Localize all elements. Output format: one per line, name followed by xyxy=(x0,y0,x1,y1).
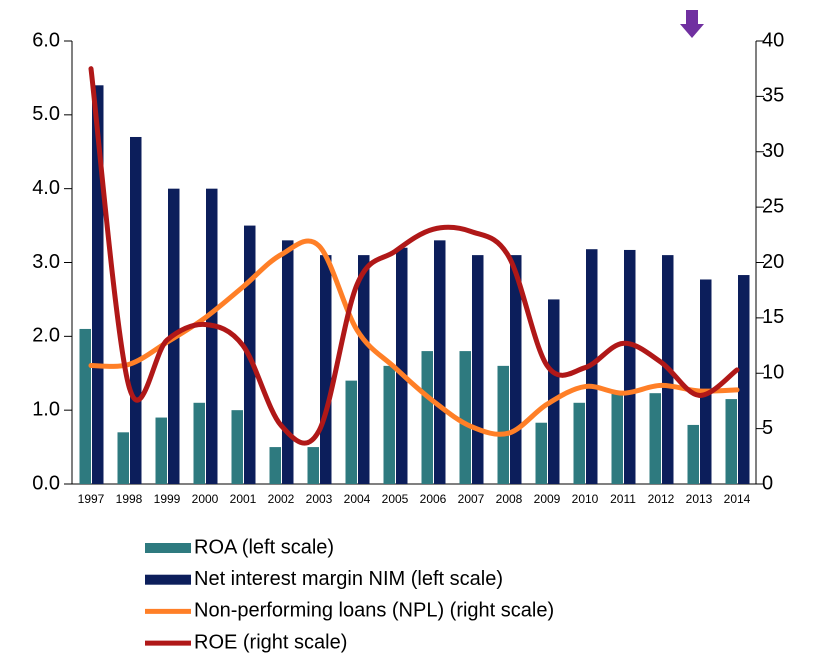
bar xyxy=(510,255,522,484)
bar xyxy=(434,240,446,484)
bar xyxy=(548,299,560,484)
legend-label: Net interest margin NIM (left scale) xyxy=(194,568,503,590)
bar xyxy=(725,399,737,484)
y2-tick-label: 25 xyxy=(762,195,784,217)
x-tick-label: 2014 xyxy=(724,492,751,506)
bar xyxy=(155,417,167,484)
legend-swatch xyxy=(145,574,191,585)
bar xyxy=(624,249,636,484)
x-tick-label: 2001 xyxy=(230,492,257,506)
bar xyxy=(421,351,433,484)
y-tick-label: 0.0 xyxy=(32,472,60,494)
line xyxy=(88,66,740,446)
x-tick-label: 2012 xyxy=(648,492,675,506)
bar xyxy=(345,380,357,484)
bar xyxy=(700,279,712,484)
x-tick-label: 2007 xyxy=(458,492,485,506)
x-tick-label: 2011 xyxy=(610,492,636,506)
bar xyxy=(535,422,547,484)
bar xyxy=(649,393,661,484)
x-tick-label: 2000 xyxy=(192,492,219,506)
bar xyxy=(269,447,281,484)
bar xyxy=(282,240,294,484)
x-tick-label: 2003 xyxy=(306,492,333,506)
bar xyxy=(383,365,395,484)
bar xyxy=(573,402,585,484)
bar xyxy=(320,255,332,484)
x-tick-label: 2005 xyxy=(382,492,409,506)
y2-tick-label: 15 xyxy=(762,306,784,328)
y2-tick-label: 35 xyxy=(762,85,784,107)
x-tick-label: 2010 xyxy=(572,492,599,506)
bar xyxy=(358,255,370,484)
bar xyxy=(396,247,408,484)
marker-icon xyxy=(680,10,704,38)
bar xyxy=(738,275,750,484)
x-tick-label: 1997 xyxy=(78,492,105,506)
bar xyxy=(687,424,699,484)
bar xyxy=(231,410,243,484)
x-tick-label: 2009 xyxy=(534,492,561,506)
bar xyxy=(193,402,205,484)
legend-label: Non-performing loans (NPL) (right scale) xyxy=(194,600,554,622)
legend-label: ROE (right scale) xyxy=(194,631,347,653)
x-tick-label: 2004 xyxy=(344,492,371,506)
y2-tick-label: 40 xyxy=(762,29,784,51)
bar xyxy=(611,391,623,484)
line xyxy=(88,238,740,437)
bar xyxy=(459,351,471,484)
y-tick-label: 1.0 xyxy=(32,398,60,420)
x-tick-label: 2002 xyxy=(268,492,295,506)
y2-tick-label: 20 xyxy=(762,251,784,273)
bar xyxy=(497,365,509,484)
y-tick-label: 2.0 xyxy=(32,325,60,347)
x-tick-label: 2008 xyxy=(496,492,523,506)
x-tick-label: 1999 xyxy=(154,492,181,506)
y2-tick-label: 0 xyxy=(762,472,773,494)
bar xyxy=(79,328,91,484)
legend-swatch xyxy=(145,543,191,553)
y-tick-label: 6.0 xyxy=(32,29,60,51)
bar xyxy=(117,432,129,484)
x-tick-label: 1998 xyxy=(116,492,143,506)
legend-label: ROA (left scale) xyxy=(194,536,334,558)
y2-tick-label: 5 xyxy=(762,417,773,439)
bar xyxy=(130,136,142,484)
y2-tick-label: 10 xyxy=(762,362,784,384)
y-tick-label: 4.0 xyxy=(32,177,60,199)
bar xyxy=(92,85,104,485)
x-tick-label: 2006 xyxy=(420,492,447,506)
y-tick-label: 3.0 xyxy=(32,251,60,273)
bar xyxy=(307,447,319,484)
bar xyxy=(472,255,484,484)
y2-tick-label: 30 xyxy=(762,140,784,162)
x-tick-label: 2013 xyxy=(686,492,713,506)
bar xyxy=(206,188,218,484)
y-tick-label: 5.0 xyxy=(32,103,60,125)
